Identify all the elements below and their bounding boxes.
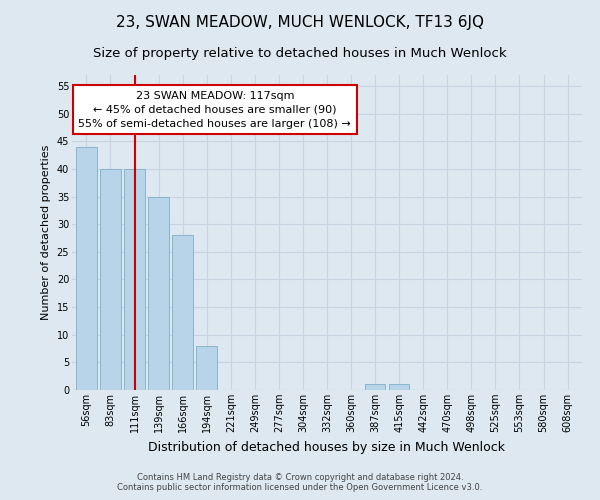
Y-axis label: Number of detached properties: Number of detached properties (41, 145, 51, 320)
Text: Contains public sector information licensed under the Open Government Licence v3: Contains public sector information licen… (118, 484, 482, 492)
Text: Contains HM Land Registry data © Crown copyright and database right 2024.: Contains HM Land Registry data © Crown c… (137, 474, 463, 482)
Bar (148, 196, 169, 390)
X-axis label: Distribution of detached houses by size in Much Wenlock: Distribution of detached houses by size … (149, 440, 505, 454)
Bar (172, 236, 193, 390)
Bar (196, 346, 217, 390)
Text: Size of property relative to detached houses in Much Wenlock: Size of property relative to detached ho… (93, 48, 507, 60)
Bar (365, 384, 385, 390)
Bar (124, 169, 145, 390)
Text: 23, SWAN MEADOW, MUCH WENLOCK, TF13 6JQ: 23, SWAN MEADOW, MUCH WENLOCK, TF13 6JQ (116, 15, 484, 30)
Bar (76, 147, 97, 390)
Bar (389, 384, 409, 390)
Bar (100, 169, 121, 390)
Text: 23 SWAN MEADOW: 117sqm
← 45% of detached houses are smaller (90)
55% of semi-det: 23 SWAN MEADOW: 117sqm ← 45% of detached… (79, 91, 351, 128)
